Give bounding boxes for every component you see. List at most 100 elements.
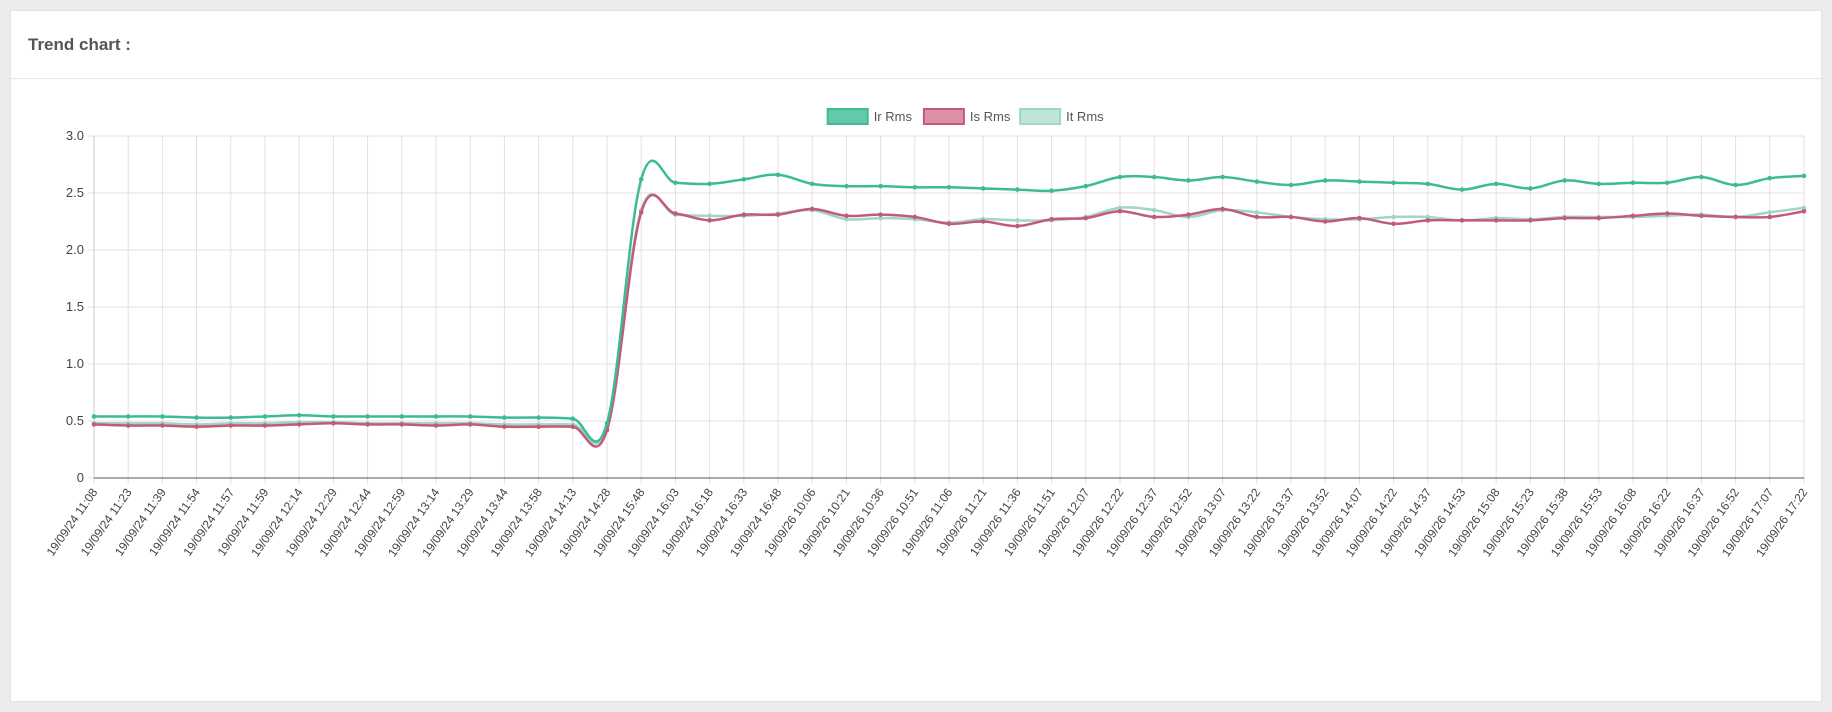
- is-rms-line: [93, 193, 1805, 448]
- ir-rms-point: [1493, 181, 1499, 187]
- is-rms-point: [365, 422, 370, 427]
- is-rms-point: [262, 423, 268, 428]
- is-rms-point: [1288, 214, 1294, 220]
- panel-title: Trend chart :: [28, 34, 131, 54]
- is-rms-point: [1049, 216, 1054, 222]
- is-rms-point: [1767, 214, 1773, 220]
- is-rms-point: [878, 212, 883, 217]
- is-rms-point: [1357, 215, 1362, 221]
- chart-area: 0 0.5 1.0 1.5 2.0 2.5 3.0 19/09/24 11:08 19/09/2…: [11, 79, 1823, 701]
- legend-swatch-is-rms: [922, 108, 965, 125]
- is-rms-point: [194, 424, 199, 430]
- is-rms-point: [1801, 208, 1807, 214]
- legend-label-is-rms: Is Rms: [970, 109, 1011, 124]
- ir-rms-point: [946, 185, 952, 190]
- y-tick-label: 0: [77, 470, 84, 485]
- ir-rms-point: [1015, 187, 1020, 192]
- it-rms-point: [1767, 210, 1773, 215]
- ir-rms-point: [1562, 178, 1567, 183]
- ir-rms-point: [775, 172, 781, 178]
- ir-rms-point: [1049, 188, 1054, 194]
- ir-rms-point: [673, 180, 678, 186]
- legend-swatch-it-rms: [1019, 108, 1062, 125]
- is-rms-point: [502, 424, 507, 430]
- ir-rms-point: [1254, 179, 1260, 184]
- is-rms-point: [1664, 211, 1670, 216]
- ir-rms-point: [604, 420, 610, 426]
- legend-label-it-rms: It Rms: [1066, 109, 1104, 124]
- ir-rms-point: [399, 414, 405, 419]
- trend-chart-panel: Trend chart : 0 0.5 1.0 1.5 2.0 2.5 3.0 19/09/2…: [10, 10, 1822, 702]
- is-rms-point: [775, 212, 781, 217]
- ir-rms-point: [536, 415, 541, 420]
- is-rms-point: [1733, 214, 1738, 220]
- ir-rms-point: [467, 414, 473, 419]
- is-rms-point: [536, 424, 541, 430]
- is-rms-point: [638, 210, 644, 215]
- ir-rms-point: [1630, 180, 1636, 186]
- is-rms-point: [296, 422, 302, 427]
- ir-rms-point: [878, 183, 883, 189]
- y-tick-label: 1.0: [66, 356, 84, 371]
- y-tick-label: 0.5: [66, 413, 84, 428]
- ir-rms-point: [638, 177, 644, 182]
- is-rms-point: [399, 422, 405, 427]
- is-rms-point: [1117, 208, 1123, 214]
- ir-rms-point: [1117, 174, 1123, 180]
- ir-rms-point: [1596, 181, 1602, 187]
- is-rms-point: [741, 212, 747, 217]
- y-tick-label: 1.5: [66, 299, 84, 314]
- ir-rms-point: [1528, 186, 1533, 191]
- legend-label-ir-rms: Ir Rms: [874, 109, 913, 124]
- panel-header: Trend chart :: [11, 11, 1821, 79]
- ir-rms-point: [912, 185, 918, 190]
- ir-rms-point: [1083, 183, 1089, 189]
- ir-rms-point: [707, 181, 712, 187]
- ir-rms-point: [1288, 182, 1294, 188]
- is-rms-point: [1186, 212, 1191, 217]
- is-rms-point: [912, 214, 918, 220]
- it-rms-point: [1391, 214, 1396, 220]
- is-rms-point: [1630, 213, 1636, 219]
- is-rms-point: [809, 206, 815, 212]
- ir-rms-point: [570, 416, 576, 422]
- ir-rms-point: [741, 177, 747, 182]
- it-rms-point: [707, 213, 712, 219]
- is-rms-point: [844, 213, 849, 219]
- is-rms-point: [946, 221, 952, 227]
- is-rms-point: [91, 422, 97, 427]
- it-rms-point: [1151, 207, 1157, 213]
- is-rms-point: [1493, 218, 1499, 223]
- ir-rms-point: [194, 415, 199, 420]
- ir-rms-point: [1357, 179, 1362, 184]
- ir-rms-point: [91, 414, 97, 419]
- is-rms-point: [1220, 206, 1225, 212]
- ir-rms-point: [228, 415, 234, 420]
- legend-swatch-ir-rms: [826, 108, 869, 125]
- ir-rms-point: [1733, 182, 1738, 188]
- ir-rms-point: [1220, 174, 1225, 180]
- ir-rms-point: [1391, 180, 1396, 186]
- is-rms-point: [707, 218, 712, 223]
- ir-rms-point: [809, 181, 815, 187]
- ir-rms-line: [94, 159, 1805, 443]
- is-rms-point: [331, 420, 336, 426]
- is-rms-point: [980, 219, 986, 224]
- is-rms-point: [1322, 219, 1328, 224]
- trend-line-chart: 00.51.01.52.02.53.019/09/24 11:0819/09/2…: [44, 108, 1811, 559]
- ir-rms-point: [1322, 178, 1328, 183]
- ir-rms-point: [1664, 180, 1670, 186]
- ir-rms-point: [160, 414, 165, 419]
- ir-rms-point: [125, 414, 131, 419]
- ir-rms-point: [1699, 174, 1704, 180]
- ir-rms-point: [296, 413, 302, 418]
- is-rms-point: [1459, 218, 1465, 223]
- y-tick-label: 2.5: [66, 185, 84, 200]
- ir-rms-point: [1425, 181, 1431, 187]
- ir-rms-point: [844, 183, 849, 189]
- y-tick-label: 3.0: [66, 128, 84, 143]
- is-rms-point: [1699, 213, 1704, 219]
- ir-rms-point: [262, 414, 268, 419]
- ir-rms-point: [980, 186, 986, 191]
- ir-rms-point: [502, 415, 507, 420]
